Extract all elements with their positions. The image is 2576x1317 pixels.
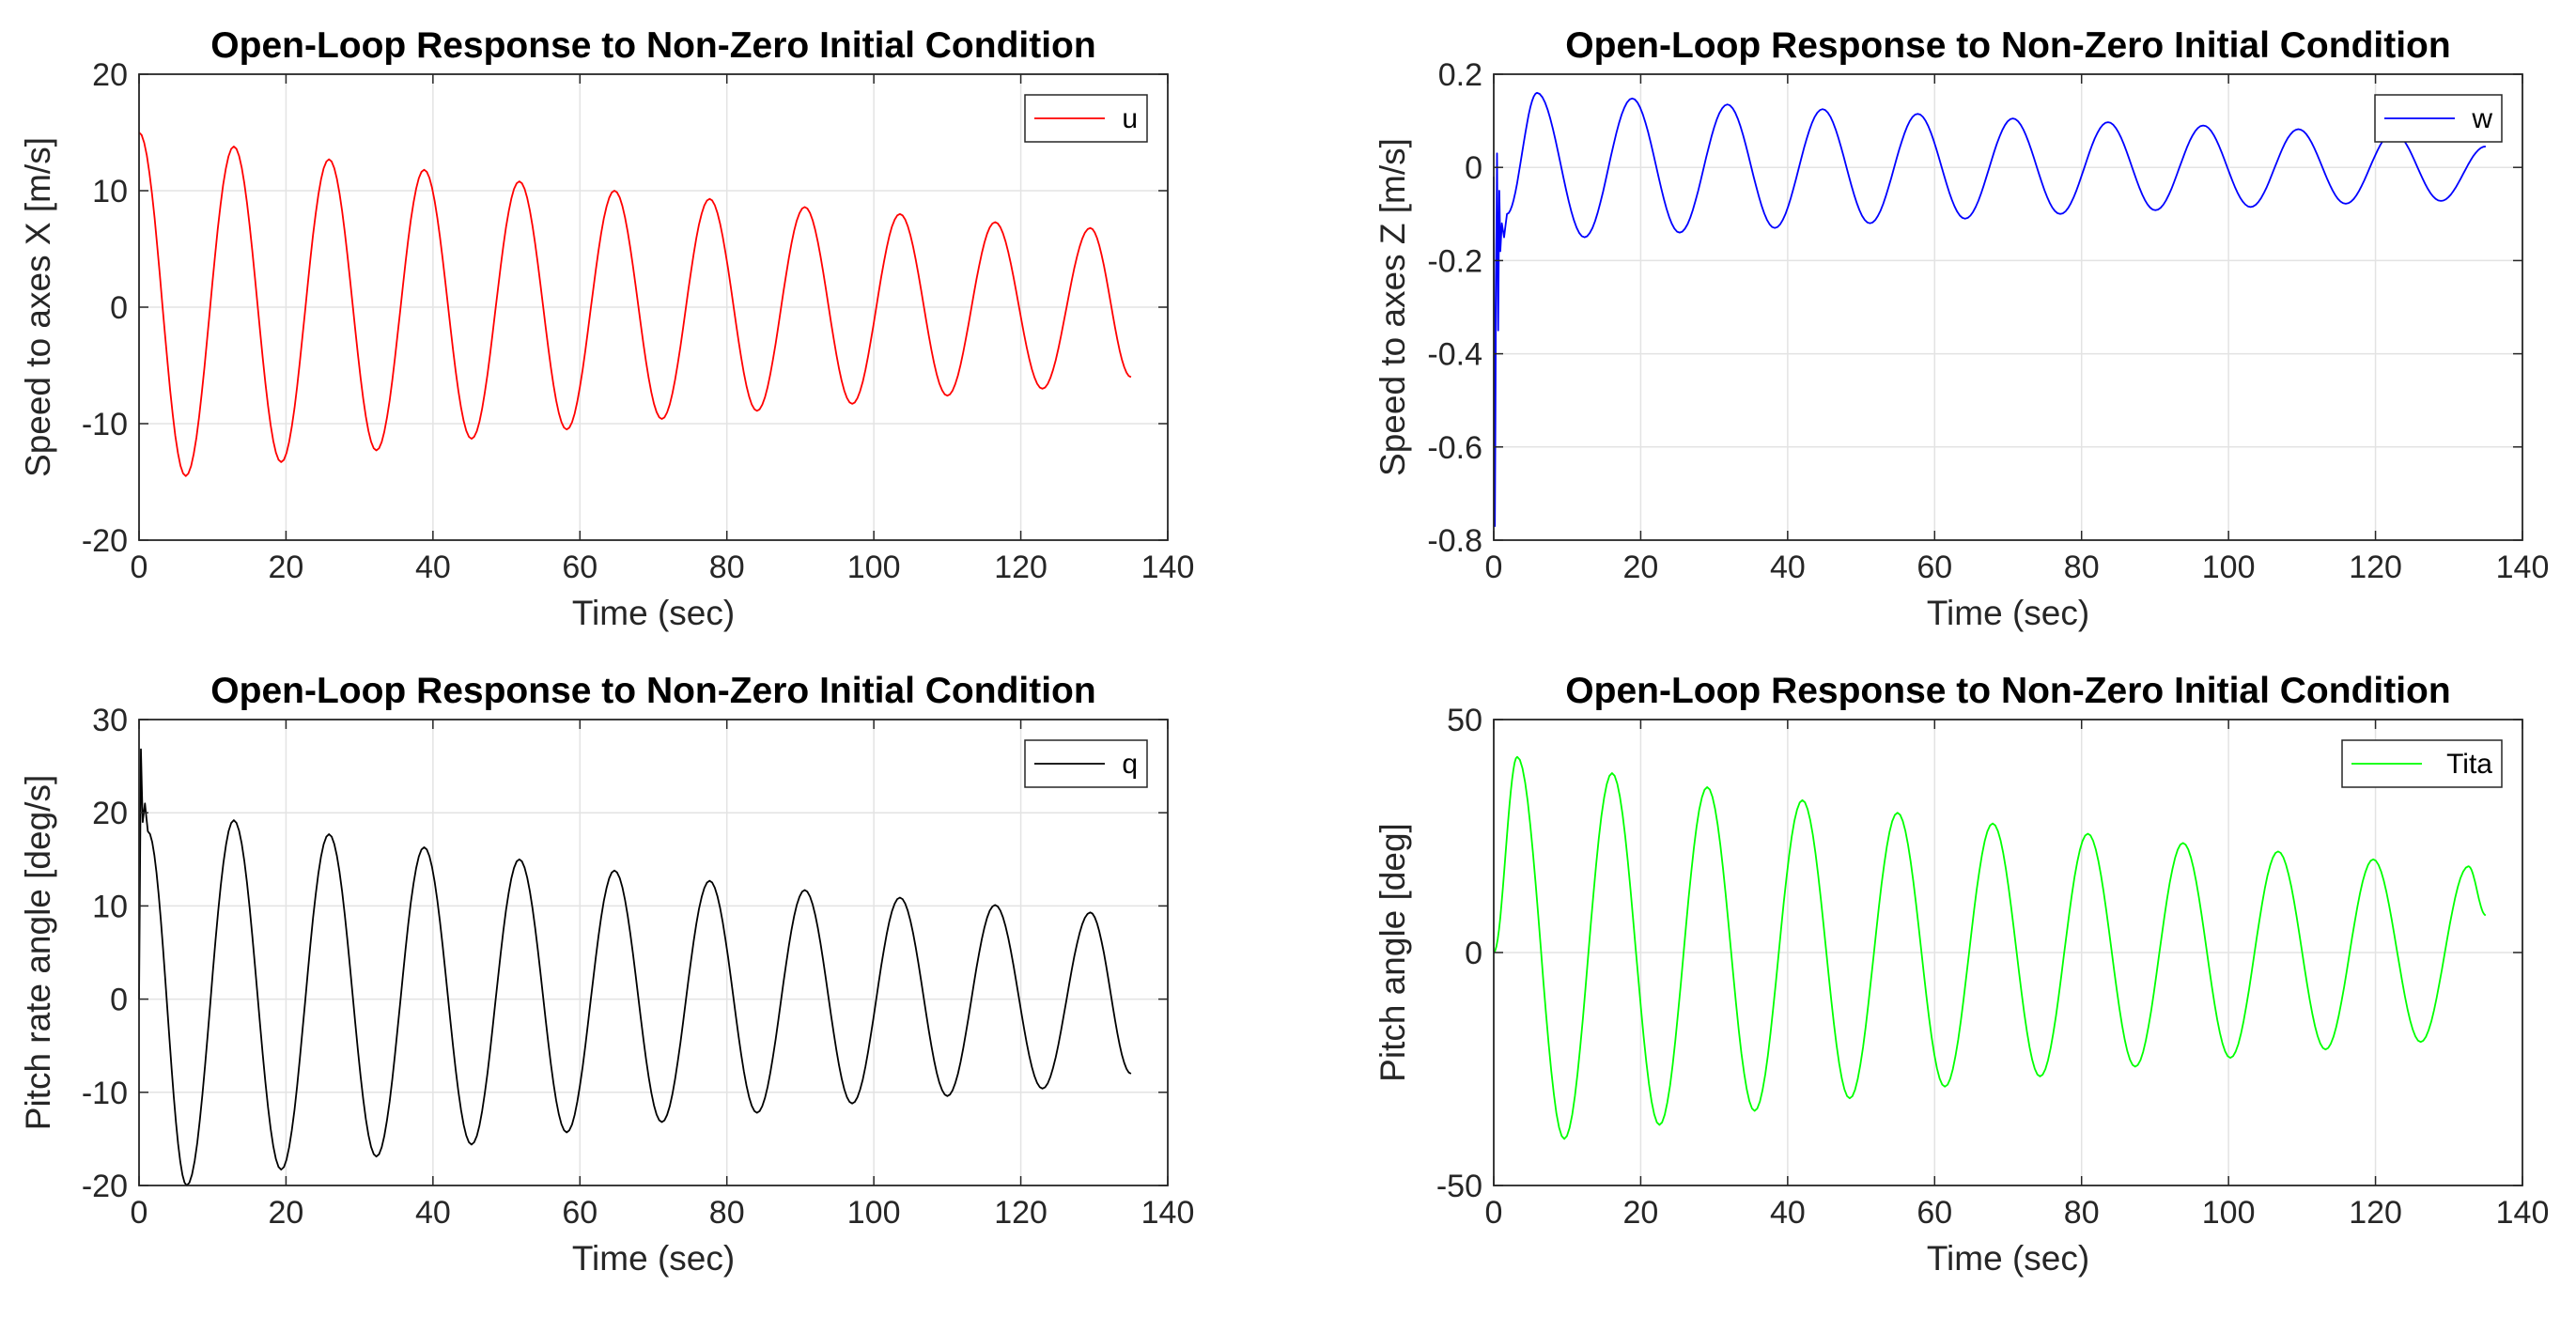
axes-box — [1493, 73, 2523, 541]
x-tick-label: 120 — [994, 1195, 1047, 1231]
x-tick-label: 60 — [1916, 550, 1952, 585]
x-tick-label: 0 — [131, 550, 148, 585]
x-tick-label: 140 — [2496, 550, 2550, 585]
legend-label: u — [1122, 103, 1138, 134]
y-tick-label: -0.6 — [1427, 430, 1482, 466]
chart-title: Open-Loop Response to Non-Zero Initial C… — [210, 25, 1095, 66]
x-tick-label: 0 — [131, 1195, 148, 1231]
series-line-w — [1493, 91, 2487, 527]
legend-label: q — [1122, 749, 1138, 780]
y-tick-label: -10 — [82, 407, 128, 442]
axes-box — [138, 719, 1169, 1186]
y-tick-label: -10 — [82, 1076, 128, 1111]
y-tick-label: 20 — [92, 57, 128, 93]
x-axis-label: Time (sec) — [572, 1239, 735, 1278]
x-tick-label: 40 — [415, 1195, 451, 1231]
x-tick-label: 20 — [1623, 1195, 1659, 1231]
legend-label: w — [2471, 103, 2492, 134]
x-tick-label: 0 — [1485, 1195, 1503, 1231]
legend: q — [1024, 739, 1148, 788]
x-tick-label: 120 — [2349, 1195, 2402, 1231]
x-tick-label: 60 — [562, 550, 597, 585]
y-axis-label: Pitch rate angle [deg/s] — [19, 775, 57, 1130]
y-tick-label: -20 — [82, 1169, 128, 1204]
x-tick-label: 140 — [1141, 1195, 1195, 1231]
x-tick-label: 80 — [709, 1195, 745, 1231]
x-tick-label: 80 — [709, 550, 745, 585]
y-tick-label: 0 — [1465, 150, 1482, 186]
x-tick-label: 60 — [1916, 1195, 1952, 1231]
y-tick-label: 50 — [1447, 703, 1482, 738]
y-axis-label: Pitch angle [deg] — [1373, 823, 1412, 1082]
x-tick-label: 100 — [847, 550, 901, 585]
x-tick-label: 120 — [994, 550, 1047, 585]
y-tick-label: 0.2 — [1438, 57, 1482, 93]
y-tick-label: -50 — [1436, 1169, 1482, 1204]
y-tick-label: 30 — [92, 703, 128, 738]
series-line-tita — [1493, 755, 2487, 1140]
y-tick-label: -20 — [82, 523, 128, 559]
chart-title: Open-Loop Response to Non-Zero Initial C… — [210, 671, 1095, 711]
x-tick-label: 20 — [269, 1195, 304, 1231]
x-tick-label: 100 — [2202, 1195, 2256, 1231]
x-axis-label: Time (sec) — [1927, 1239, 2089, 1278]
y-axis-label: Speed to axes Z [m/s] — [1373, 138, 1412, 476]
x-tick-label: 60 — [562, 1195, 597, 1231]
series-line-q — [138, 748, 1132, 1186]
y-tick-label: 10 — [92, 174, 128, 209]
chart-title: Open-Loop Response to Non-Zero Initial C… — [1565, 25, 2450, 66]
x-tick-label: 80 — [2064, 550, 2100, 585]
series-line-u — [138, 132, 1132, 477]
x-tick-label: 100 — [847, 1195, 901, 1231]
x-tick-label: 0 — [1485, 550, 1503, 585]
chart-panel-3: 0 20 40 60 80 100 120 140 -20 -10 0 10 20 30 Open-Loop… — [19, 671, 1194, 1278]
plot-area — [1494, 74, 2522, 540]
x-tick-label: 40 — [1770, 550, 1806, 585]
y-tick-label: 20 — [92, 796, 128, 831]
x-tick-label: 140 — [1141, 550, 1195, 585]
x-tick-label: 140 — [2496, 1195, 2550, 1231]
chart-panel-1: 0 20 40 60 80 100 120 140 -20 -10 0 10 20 Open-Loop R… — [19, 25, 1194, 632]
y-tick-label: -0.4 — [1427, 337, 1482, 373]
x-tick-label: 20 — [269, 550, 304, 585]
legend: Tita — [2341, 739, 2503, 788]
x-tick-label: 40 — [1770, 1195, 1806, 1231]
x-tick-label: 100 — [2202, 550, 2256, 585]
chart-panel-2: 0 20 40 60 80 100 120 140 -0.8 -0.6 -0.4 -0.2 0 0.2 Op… — [1373, 25, 2549, 632]
y-tick-label: -0.2 — [1427, 243, 1482, 279]
legend: u — [1024, 94, 1148, 143]
x-tick-label: 120 — [2349, 550, 2402, 585]
y-tick-label: 0 — [110, 290, 128, 326]
y-tick-label: 10 — [92, 889, 128, 924]
y-tick-label: 0 — [110, 983, 128, 1018]
legend: w — [2374, 94, 2503, 143]
x-axis-label: Time (sec) — [1927, 594, 2089, 632]
x-tick-label: 40 — [415, 550, 451, 585]
y-tick-label: -0.8 — [1427, 523, 1482, 559]
x-tick-label: 80 — [2064, 1195, 2100, 1231]
legend-label: Tita — [2446, 749, 2492, 780]
y-tick-label: 0 — [1465, 936, 1482, 971]
x-axis-label: Time (sec) — [572, 594, 735, 632]
y-axis-label: Speed to axes X [m/s] — [19, 137, 57, 477]
chart-title: Open-Loop Response to Non-Zero Initial C… — [1565, 671, 2450, 711]
x-tick-label: 20 — [1623, 550, 1659, 585]
